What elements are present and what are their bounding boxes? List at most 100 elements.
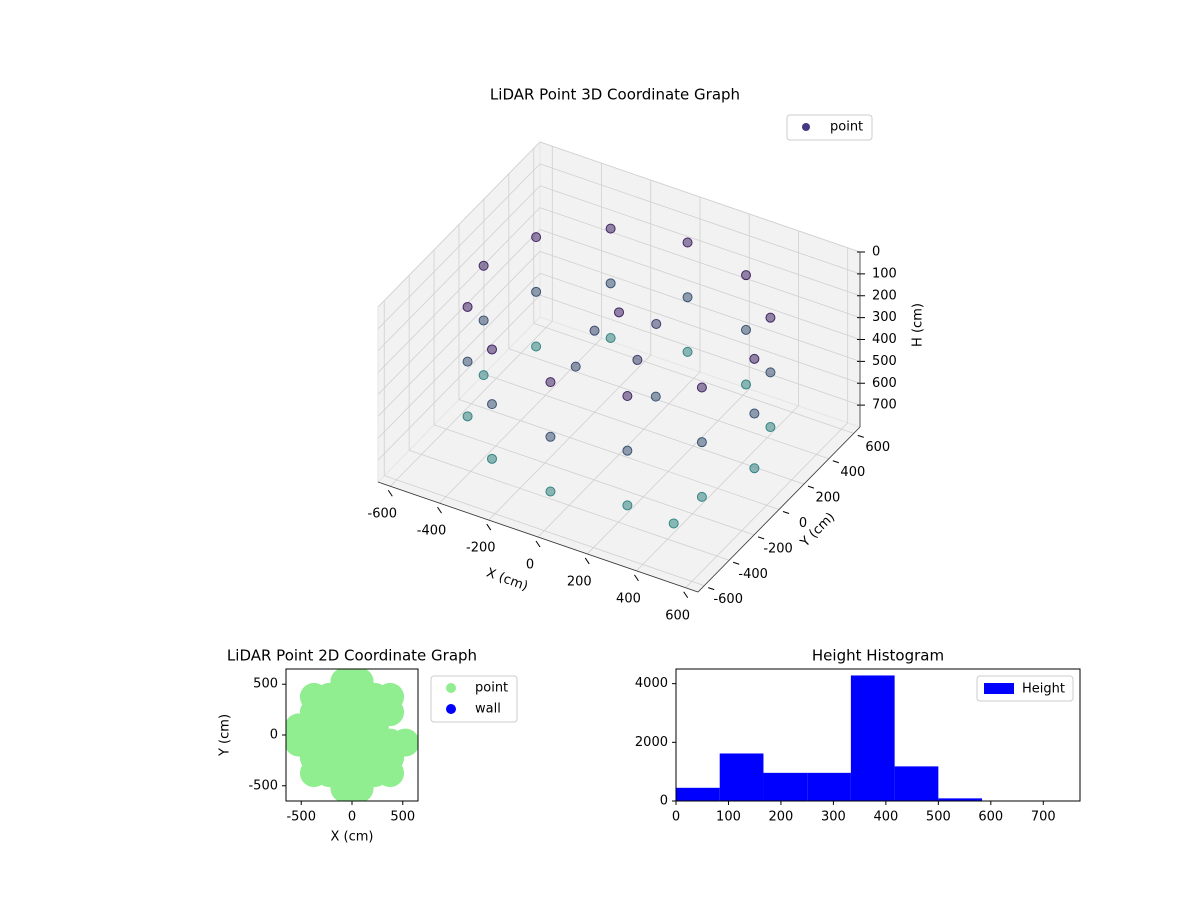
legend-marker: [446, 683, 456, 693]
point: [650, 391, 661, 402]
point: [376, 682, 405, 711]
y-tick-label: -600: [713, 592, 743, 607]
point: [486, 344, 497, 355]
grid-line: [539, 250, 861, 362]
axes-frame: [675, 668, 1081, 802]
plot-area: [286, 669, 418, 801]
point: [531, 286, 542, 297]
point: [765, 312, 776, 323]
z-tick-label: 100: [872, 266, 897, 281]
grid-line: [409, 449, 730, 561]
z-axis-label: H (cm): [911, 303, 926, 347]
chart-title: LiDAR Point 3D Coordinate Graph: [490, 86, 740, 104]
legend-label: Height: [1022, 682, 1065, 697]
x-tick-label: 500: [926, 810, 951, 825]
grid-line: [539, 163, 861, 275]
axis-line: [697, 426, 861, 593]
x-tick-label: 600: [978, 810, 1003, 825]
point: [622, 390, 633, 401]
legend-marker: [802, 123, 810, 131]
y-tick-label: -400: [738, 567, 768, 582]
x-tick-label: 100: [716, 810, 741, 825]
point: [486, 399, 497, 410]
tick-mark: [437, 506, 442, 514]
tick-mark: [535, 540, 541, 548]
tick-mark: [782, 511, 790, 514]
point: [614, 307, 624, 318]
x-tick-label: 0: [526, 558, 534, 573]
y-tick-label: 4000: [635, 676, 668, 691]
point: [478, 260, 489, 271]
x-tick-label: 200: [769, 810, 794, 825]
grid-line: [377, 294, 541, 461]
y-tick-label: 0: [799, 516, 807, 531]
point: [668, 518, 679, 529]
legend-box: [976, 675, 1074, 702]
point: [545, 431, 556, 442]
point: [605, 333, 616, 344]
tick-mark: [584, 557, 590, 565]
grid-line: [539, 229, 861, 340]
point: [741, 324, 752, 335]
tick-mark: [634, 574, 639, 582]
point: [696, 437, 707, 448]
x-tick-label: 0: [348, 810, 356, 825]
axis-line: [377, 481, 699, 593]
x-tick-label: -600: [368, 507, 398, 522]
grid-line: [377, 207, 541, 373]
y-axis-label: Y (cm): [218, 714, 233, 757]
grid-line: [433, 424, 755, 536]
z-tick-label: 600: [872, 376, 897, 391]
point: [622, 445, 633, 456]
point: [765, 422, 776, 433]
point: [391, 728, 418, 757]
chart-title: LiDAR Point 2D Coordinate Graph: [227, 647, 477, 665]
legend-label: point: [475, 681, 508, 696]
tick-mark: [807, 485, 815, 489]
grid-line: [508, 348, 829, 460]
chart-title: Height Histogram: [812, 647, 944, 665]
grid-line: [458, 399, 780, 510]
grid-line: [377, 229, 541, 395]
tick-mark: [757, 536, 765, 540]
tick-mark: [708, 587, 715, 591]
point: [462, 301, 473, 312]
tick-mark: [486, 523, 492, 531]
point: [741, 270, 752, 281]
legend-marker: [446, 704, 456, 714]
bar: [938, 798, 983, 801]
grid-line: [539, 294, 861, 406]
point: [696, 491, 707, 502]
y-tick-label: 0: [270, 728, 278, 743]
point: [749, 463, 760, 474]
x-tick-label: 700: [1031, 810, 1056, 825]
point: [299, 682, 328, 711]
point: [605, 223, 616, 234]
y-tick-label: 200: [816, 491, 841, 506]
y-tick-label: 600: [865, 440, 890, 455]
x-tick-label: 600: [665, 608, 690, 623]
legend-marker: [984, 683, 1014, 694]
point: [651, 318, 662, 329]
z-tick-label: 0: [872, 245, 880, 260]
point: [478, 315, 489, 326]
x-tick-label: 200: [567, 574, 592, 589]
point: [286, 728, 313, 757]
z-tick-label: 200: [872, 288, 897, 303]
z-tick-label: 400: [872, 332, 897, 347]
point: [622, 500, 633, 511]
point: [741, 379, 752, 390]
y-tick-label: 0: [660, 794, 668, 809]
y-tick-label: 2000: [635, 735, 668, 750]
bar: [850, 675, 895, 801]
point: [462, 356, 473, 367]
legend-label: point: [830, 120, 863, 135]
grid-line: [377, 272, 541, 439]
y-tick-label: 500: [253, 677, 278, 692]
grid-line: [533, 322, 854, 434]
x-axis-label: X (cm): [331, 830, 374, 845]
point: [531, 232, 542, 243]
point: [545, 486, 556, 497]
